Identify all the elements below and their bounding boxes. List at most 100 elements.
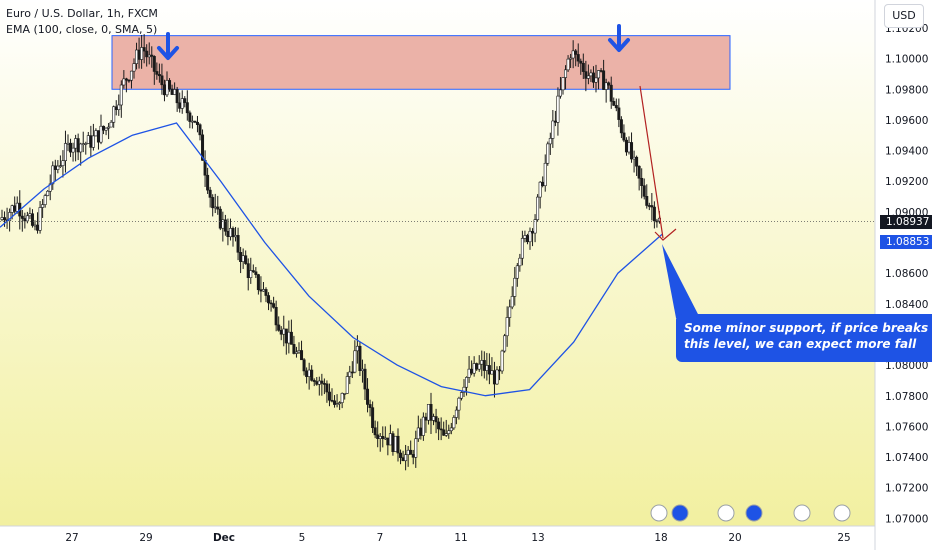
candle-body: [614, 105, 618, 109]
candle-body: [485, 365, 489, 371]
candle-body: [287, 331, 291, 344]
candle-body: [381, 436, 385, 439]
symbol-legend[interactable]: Euro / U.S. Dollar, 1h, FXCM: [6, 7, 158, 20]
candle-body: [99, 125, 103, 143]
candle-body: [58, 165, 62, 167]
event-icon-2: [717, 504, 735, 522]
event-icon-5: [833, 504, 851, 522]
ema-line: [0, 122, 663, 397]
currency-button[interactable]: USD: [884, 4, 924, 28]
candle-body: [376, 434, 380, 439]
x-tick-label-7: 18: [654, 532, 667, 544]
candle-body: [272, 303, 276, 308]
candle-body: [655, 220, 659, 223]
candle-body: [533, 219, 537, 234]
candle-body: [122, 78, 126, 86]
candle-body: [399, 452, 403, 458]
resistance-zone: [111, 35, 731, 90]
candle-body: [71, 147, 75, 153]
candle-body: [642, 185, 646, 197]
candle-body: [457, 397, 461, 411]
candle-body: [472, 363, 476, 374]
candle-body: [208, 189, 212, 198]
candle-body: [551, 120, 555, 139]
candle-body: [515, 265, 519, 279]
candle-body: [129, 70, 133, 81]
candle-body: [13, 205, 17, 212]
candle-body: [244, 255, 248, 264]
candle-body: [525, 235, 529, 243]
candle-body: [261, 289, 265, 292]
candle-body: [155, 71, 159, 75]
y-tick-label-1: 1.10000: [885, 54, 928, 66]
candle-body: [645, 196, 649, 206]
y-tick-label-8: 1.08400: [885, 299, 928, 311]
candle-body: [330, 399, 334, 402]
candle-body: [624, 139, 628, 153]
candle-body: [56, 165, 60, 170]
candle-body: [142, 47, 146, 52]
candle-body: [284, 328, 288, 344]
y-tick-label-14: 1.07200: [885, 483, 928, 495]
candle-body: [66, 142, 70, 145]
candle-body: [414, 438, 418, 458]
candle-body: [548, 138, 552, 145]
y-tick-label-13: 1.07400: [885, 452, 928, 464]
candle-body: [355, 345, 359, 352]
candle-body: [541, 181, 545, 187]
candle-body: [36, 224, 40, 231]
candle-body: [495, 369, 499, 385]
annotation-callout[interactable]: Some minor support, if price breaks this…: [676, 314, 932, 362]
indicator-legend[interactable]: EMA (100, close, 0, SMA, 5): [6, 23, 158, 36]
candle-body: [315, 381, 319, 385]
candle-body: [566, 58, 570, 71]
candle-body: [401, 457, 405, 462]
annotation-line-1: Some minor support, if price breaks: [684, 321, 929, 335]
candle-body: [114, 106, 118, 110]
candle-body: [269, 302, 273, 305]
candle-body: [325, 383, 329, 393]
candle-body: [429, 404, 433, 421]
candle-body: [46, 190, 50, 196]
candle-body: [206, 174, 210, 191]
y-tick-label-5: 1.09200: [885, 176, 928, 188]
candle-body: [432, 416, 436, 421]
x-tick-label-9: 25: [837, 532, 850, 544]
candle-body: [81, 143, 85, 146]
annotation-line-2: this level, we can expect more fall: [684, 337, 917, 351]
candle-body: [447, 430, 451, 434]
candle-body: [404, 454, 408, 462]
candle-body: [302, 359, 306, 372]
candle-body: [8, 212, 12, 222]
x-tick-label-0: 27: [65, 532, 78, 544]
ema-price-tag: 1.08853: [880, 235, 932, 250]
candle-body: [307, 369, 311, 377]
candle-body: [556, 95, 560, 123]
candle-body: [503, 335, 507, 352]
event-icon-0: [650, 504, 668, 522]
candle-body: [510, 296, 514, 308]
candle-body: [282, 328, 286, 335]
candle-body: [406, 449, 410, 455]
candle-body: [505, 317, 509, 337]
candle-body: [335, 403, 339, 405]
candle-body: [28, 213, 32, 217]
candle-body: [411, 454, 415, 458]
candle-body: [251, 270, 255, 273]
candle-body: [612, 101, 616, 106]
candle-body: [333, 400, 337, 405]
candle-body: [487, 365, 491, 375]
candle-body: [317, 380, 321, 385]
candle-body: [569, 57, 573, 60]
candle-body: [76, 138, 80, 153]
candle-body: [38, 207, 42, 231]
down-arrow-right-head: [608, 38, 630, 52]
candle-body: [254, 271, 258, 275]
candle-body: [465, 377, 469, 388]
candle-body: [604, 82, 608, 90]
candle-body: [416, 427, 420, 440]
candle-body: [498, 369, 502, 372]
candle-body: [119, 84, 123, 106]
candle-body: [3, 217, 7, 221]
